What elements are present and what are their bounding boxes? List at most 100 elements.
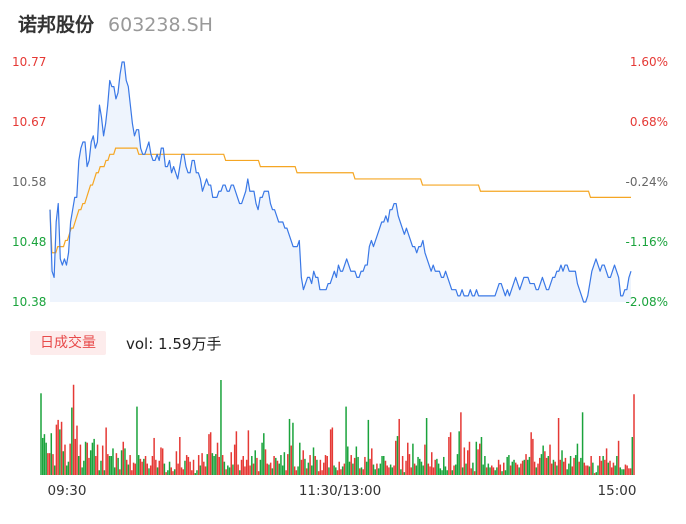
- volume-bar: [580, 457, 582, 475]
- volume-bar: [271, 468, 274, 475]
- volume-bar: [329, 429, 332, 475]
- volume-bar: [41, 437, 44, 475]
- x-tick-label: 15:00: [598, 483, 637, 499]
- volume-bar: [72, 384, 75, 475]
- volume-bar: [305, 468, 308, 475]
- volume-bar: [338, 461, 340, 475]
- volume-bar: [139, 458, 142, 475]
- price-series-path: [49, 61, 632, 303]
- volume-bar: [609, 460, 611, 475]
- volume-bar: [209, 432, 212, 475]
- volume-bar: [434, 459, 436, 475]
- volume-bar: [552, 459, 555, 475]
- volume-bar: [496, 467, 498, 475]
- right-tick-label: 1.60%: [630, 55, 668, 69]
- volume-bar: [160, 447, 162, 475]
- volume-bar: [388, 467, 390, 475]
- x-tick-label: 09:30: [48, 483, 87, 499]
- price-area-fill: [50, 62, 631, 302]
- volume-bar: [199, 465, 202, 475]
- volume-bar: [77, 456, 80, 475]
- volume-bar: [359, 468, 361, 475]
- volume-bar: [182, 469, 184, 475]
- volume-bar: [300, 459, 303, 475]
- volume-bar: [566, 469, 568, 475]
- volume-bar: [538, 457, 541, 475]
- volume-bar: [612, 462, 615, 475]
- volume-bar: [297, 466, 299, 475]
- volume-bar: [590, 456, 592, 475]
- volume-bar: [340, 469, 342, 475]
- volume-bar: [424, 444, 426, 475]
- volume-bar: [110, 456, 113, 475]
- left-tick-label: 10.67: [12, 115, 46, 129]
- volume-bar: [57, 419, 59, 475]
- volume-bar: [455, 464, 457, 475]
- volume-bar: [437, 463, 440, 475]
- volume-bar: [602, 456, 604, 475]
- volume-bar: [218, 456, 220, 475]
- volume-bar: [499, 464, 502, 475]
- volume-bar: [295, 470, 298, 475]
- volume-bar: [141, 461, 143, 475]
- volume-bar: [81, 467, 83, 475]
- volume-bar: [598, 456, 601, 475]
- volume-bar: [461, 467, 464, 475]
- volume-bar: [364, 456, 366, 475]
- volume-bar: [624, 464, 627, 475]
- volume-bar: [401, 456, 404, 475]
- volume-bar: [254, 450, 256, 475]
- volume-bar: [144, 456, 147, 475]
- volume-bar: [52, 454, 54, 475]
- volume-bar: [533, 461, 536, 475]
- volume-bar: [321, 470, 323, 475]
- volume-bar: [276, 460, 279, 475]
- volume-bar: [605, 448, 608, 475]
- volume-bar: [535, 467, 538, 475]
- volume-bar: [379, 463, 382, 475]
- volume-bar: [333, 465, 335, 475]
- volume-bar: [45, 442, 47, 475]
- volume-bar: [112, 448, 114, 475]
- volume-bar: [281, 465, 284, 475]
- volume-bar: [456, 454, 459, 475]
- volume-bar: [369, 458, 371, 475]
- volume-bar: [71, 407, 73, 475]
- volume-bar: [221, 455, 224, 475]
- volume-bar: [362, 469, 364, 475]
- volume-bar: [477, 449, 479, 475]
- volume-bar: [191, 470, 193, 475]
- volume-bar: [633, 394, 635, 475]
- volume-bar: [136, 406, 138, 475]
- volume-bar: [311, 465, 313, 475]
- volume-bar: [449, 432, 452, 475]
- volume-bar: [472, 462, 474, 475]
- volume-bar: [83, 460, 85, 475]
- volume-bar: [425, 418, 428, 475]
- volume-bar: [341, 466, 344, 475]
- volume-bar: [439, 468, 442, 475]
- volume-bar: [48, 453, 51, 475]
- volume-bar: [403, 472, 406, 475]
- volume-bar: [163, 463, 166, 475]
- volume-bar: [227, 465, 229, 475]
- volume-bar: [631, 437, 634, 475]
- volume-bar: [67, 461, 70, 475]
- volume-bar: [532, 438, 534, 475]
- volume-bar: [355, 446, 358, 475]
- volume-bar: [408, 454, 411, 475]
- volume-bar: [492, 467, 495, 475]
- volume-bar: [175, 451, 178, 475]
- volume-bar: [537, 463, 539, 475]
- volume-bar: [158, 460, 161, 475]
- volume-bar: [115, 453, 118, 475]
- volume-bar: [201, 453, 203, 475]
- volume-bar: [336, 470, 339, 475]
- x-axis-ticks: 09:30 11:30/13:00 15:00: [48, 483, 637, 499]
- volume-bar: [410, 467, 412, 475]
- volume-bar: [323, 462, 325, 475]
- volume-bar: [192, 459, 195, 475]
- volume-bar: [451, 470, 454, 475]
- volume-bar: [302, 450, 304, 475]
- tab-daily-volume[interactable]: 日成交量: [30, 331, 106, 355]
